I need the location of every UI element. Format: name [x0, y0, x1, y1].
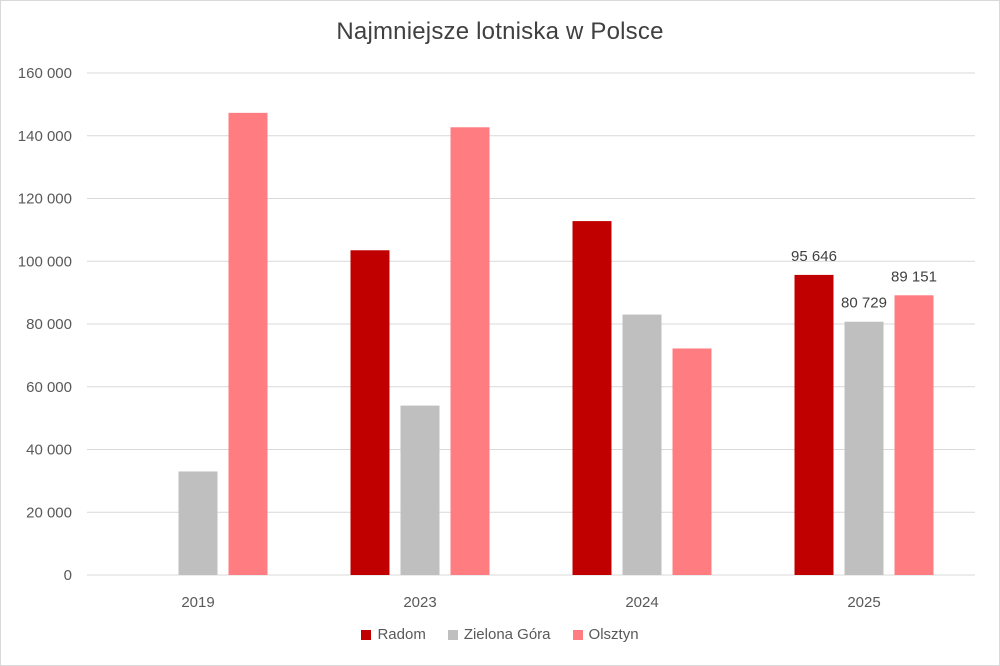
- legend-swatch-zielona-gora: [447, 629, 458, 640]
- bar-radom-2023: [350, 250, 390, 576]
- x-tick-label: 2023: [403, 594, 436, 611]
- chart-title: Najmniejsze lotniska w Polsce: [336, 18, 664, 45]
- bar-olsztyn-2023: [450, 127, 490, 575]
- legend-item-olsztyn: Olsztyn: [572, 626, 639, 643]
- bar-radom-2024: [572, 221, 612, 575]
- x-tick-label: 2024: [625, 594, 658, 611]
- y-tick-label: 140 000: [18, 128, 72, 145]
- legend-label-zielona-gora: Zielona Góra: [463, 626, 551, 643]
- y-tick-label: 40 000: [26, 442, 72, 459]
- y-tick-label: 20 000: [26, 504, 72, 521]
- legend-label-radom: Radom: [377, 626, 426, 643]
- bar-olsztyn-2025: [894, 295, 934, 575]
- legend-swatch-radom: [361, 629, 372, 640]
- x-tick-label: 2019: [181, 594, 214, 611]
- x-tick-label: 2025: [847, 594, 880, 611]
- y-tick-label: 120 000: [18, 191, 72, 208]
- y-tick-label: 100 000: [18, 253, 72, 270]
- bar-zielona-góra-2019: [178, 471, 218, 575]
- legend-item-radom: Radom: [361, 626, 426, 643]
- bar-radom-2025: [794, 274, 834, 575]
- bar-zielona-góra-2024: [622, 314, 662, 575]
- legend-swatch-olsztyn: [572, 629, 583, 640]
- y-tick-label: 0: [64, 567, 72, 584]
- legend-item-zielona-gora: Zielona Góra: [447, 626, 551, 643]
- bar-zielona-góra-2023: [400, 405, 440, 575]
- bar-olsztyn-2019: [228, 112, 268, 575]
- y-tick-label: 80 000: [26, 316, 72, 333]
- y-tick-label: 60 000: [26, 379, 72, 396]
- y-tick-label: 160 000: [18, 65, 72, 82]
- legend: Radom Zielona Góra Olsztyn: [0, 626, 1000, 643]
- bar-olsztyn-2024: [672, 348, 712, 575]
- bar-zielona-góra-2025: [844, 321, 884, 575]
- data-label: 80 729: [841, 295, 887, 312]
- legend-label-olsztyn: Olsztyn: [588, 626, 639, 643]
- data-label: 95 646: [791, 248, 837, 265]
- data-label: 89 151: [891, 268, 937, 285]
